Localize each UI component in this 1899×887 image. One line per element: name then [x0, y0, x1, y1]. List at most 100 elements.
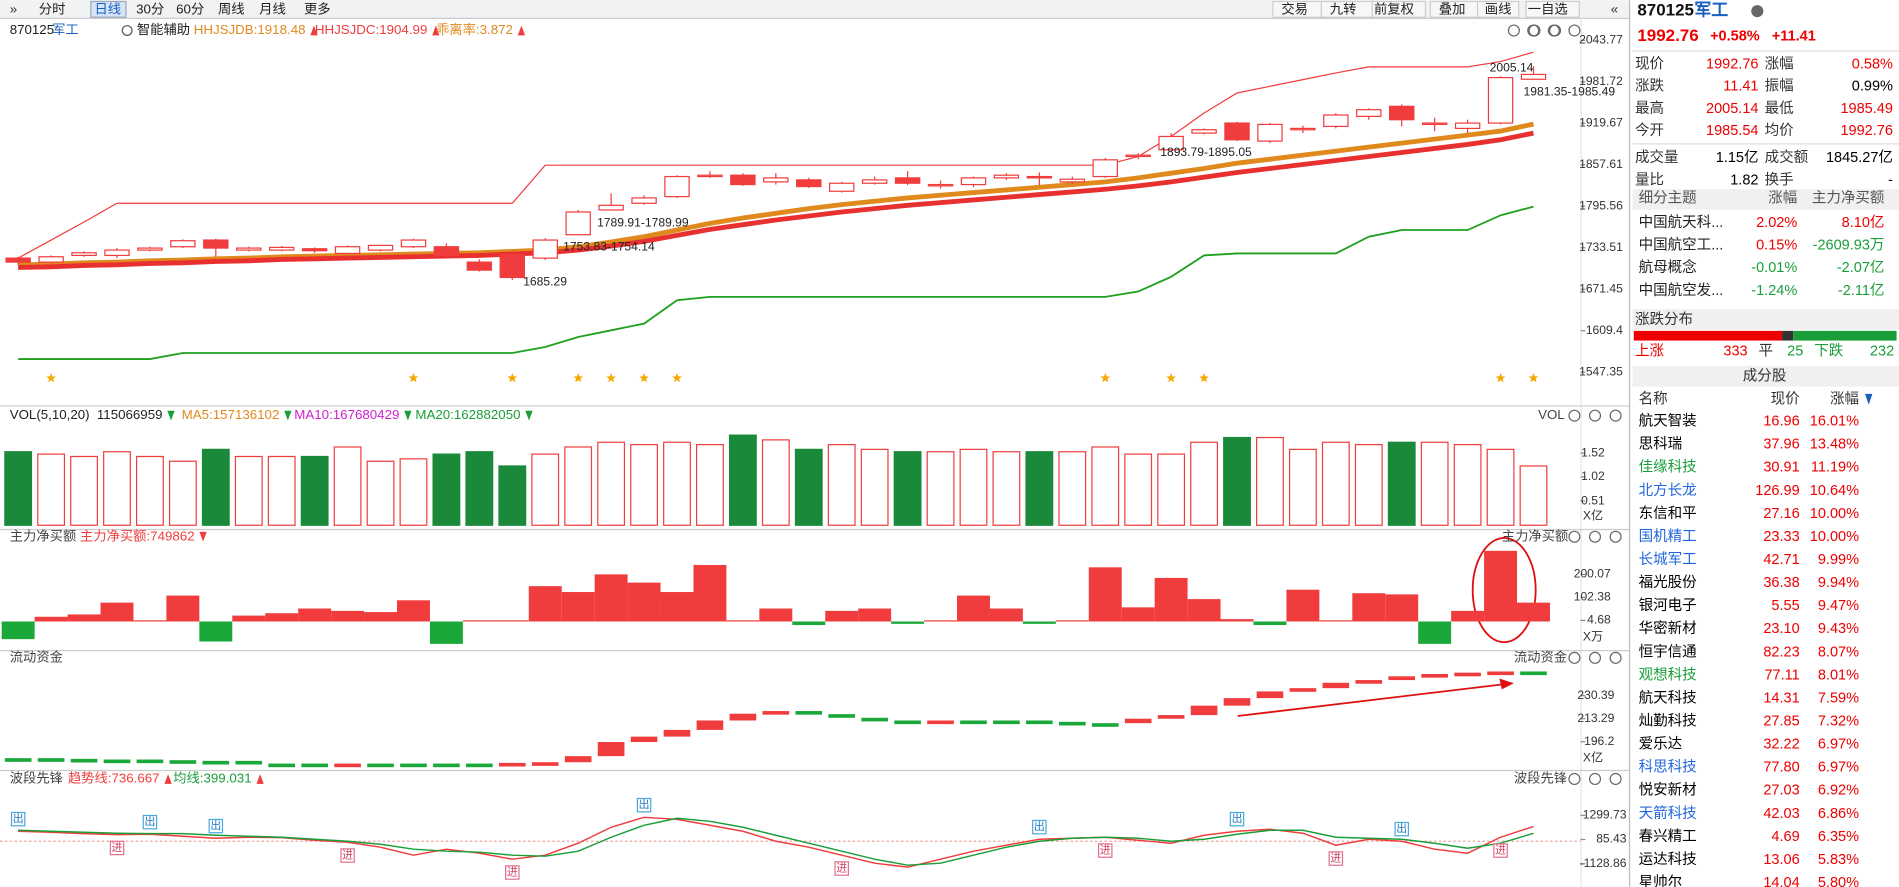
toolbar-button[interactable]: 前复权	[1374, 0, 1414, 16]
panel-icon[interactable]	[1568, 409, 1581, 422]
section-title: 成分股	[1743, 368, 1787, 385]
assist-icon	[121, 25, 133, 36]
component-name[interactable]: 航天科技	[1639, 689, 1697, 706]
y-tick-label: 2043.77	[1579, 33, 1623, 47]
panel-icon[interactable]	[1609, 772, 1622, 786]
component-name[interactable]: 银河电子	[1639, 597, 1697, 614]
toolbar-button[interactable]: 60分	[176, 1, 204, 16]
candle-body	[1520, 73, 1547, 80]
component-name[interactable]: 科思科技	[1639, 759, 1697, 776]
netbuy-bar	[594, 574, 628, 622]
panel-icon[interactable]	[1588, 772, 1602, 786]
sector-cell: -0.01%	[1751, 260, 1797, 276]
distribution-bar	[1633, 330, 1783, 341]
quote-value: 1.15亿	[1716, 149, 1759, 166]
component-name[interactable]: 福光股份	[1639, 574, 1698, 591]
toolbar-button[interactable]: 分时	[39, 1, 66, 16]
netbuy-bar	[166, 595, 200, 622]
flow-bar	[169, 760, 197, 764]
panel-icon[interactable]	[1609, 530, 1622, 543]
toolbar-button[interactable]: 月线	[259, 1, 286, 16]
expand-icon[interactable]: «	[1611, 1, 1618, 16]
volume-bar	[926, 451, 955, 526]
volume-bar	[1354, 444, 1383, 526]
volume-bar	[1288, 448, 1317, 526]
trend-arrow-head	[1499, 678, 1514, 690]
volume-bar	[794, 448, 823, 526]
component-name[interactable]: 春兴精工	[1639, 828, 1697, 845]
panel-icon[interactable]	[1568, 772, 1581, 786]
toolbar-button[interactable]: 30分	[136, 1, 164, 16]
component-name[interactable]: 北方长龙	[1639, 482, 1697, 499]
signal-box	[340, 848, 355, 863]
trend-arrow-icon	[81, 531, 89, 542]
toolbar-button[interactable]: 更多	[304, 0, 331, 16]
collapse-icon[interactable]: »	[10, 1, 17, 16]
netbuy-bar	[989, 608, 1023, 622]
wave-line	[18, 817, 1534, 866]
panel-icon[interactable]	[1527, 24, 1540, 37]
panel-icon[interactable]	[1568, 530, 1581, 543]
volume-bar	[136, 455, 164, 526]
price-annotation: 2005.14	[1490, 60, 1534, 74]
component-name[interactable]: 东信和平	[1639, 505, 1697, 522]
toolbar-button[interactable]: 一自选	[1528, 1, 1568, 16]
candle-body	[697, 174, 723, 178]
component-name[interactable]: 灿勤科技	[1639, 712, 1697, 729]
component-pct: 10.64%	[1810, 483, 1859, 499]
price-annotation: 1893.79-1895.05	[1160, 145, 1252, 159]
component-name[interactable]: 悦安新材	[1639, 782, 1697, 799]
toolbar-button[interactable]: 日线	[94, 1, 121, 16]
component-pct: 5.83%	[1818, 852, 1859, 868]
component-name[interactable]: 国机精工	[1639, 528, 1697, 545]
component-price: 37.96	[1763, 437, 1799, 453]
component-name[interactable]: 佳缘科技	[1639, 459, 1697, 476]
y-tick-label: 1.02	[1581, 469, 1605, 483]
toolbar-button[interactable]: 画线	[1485, 1, 1512, 16]
indicator-label: MA20:162882050	[415, 407, 520, 422]
flow-bar	[136, 759, 164, 764]
netbuy-bar	[1088, 567, 1122, 622]
y-tick-label: 1733.51	[1579, 240, 1623, 254]
panel-icon[interactable]	[1568, 651, 1581, 664]
component-name[interactable]: 爱乐达	[1639, 736, 1683, 753]
y-tick-label: 1547.35	[1579, 364, 1623, 378]
flow-bar	[762, 711, 790, 715]
panel-icon[interactable]	[1588, 530, 1602, 543]
flow-bar	[466, 763, 493, 768]
component-name[interactable]: 星帅尔	[1639, 874, 1683, 887]
component-pct: 9.47%	[1818, 598, 1859, 614]
volume-bar	[4, 451, 33, 526]
component-name[interactable]: 运达科技	[1639, 851, 1697, 868]
signal-star	[1166, 373, 1176, 383]
panel-icon[interactable]	[1547, 24, 1560, 37]
panel-icon[interactable]	[1507, 24, 1520, 37]
toolbar-button[interactable]: 九转	[1330, 1, 1357, 16]
component-name[interactable]: 航天智装	[1639, 413, 1697, 430]
candle-body	[1224, 122, 1250, 141]
candle-body	[631, 197, 657, 204]
component-name[interactable]: 思科瑞	[1639, 436, 1683, 453]
toolbar-button[interactable]: 叠加	[1439, 1, 1466, 16]
component-name[interactable]: 华密新材	[1639, 620, 1697, 637]
component-name[interactable]: 长城军工	[1639, 551, 1697, 568]
component-name[interactable]: 观想科技	[1639, 666, 1697, 683]
panel-icon[interactable]	[1568, 24, 1581, 37]
distribution-bar	[1793, 330, 1897, 341]
component-name[interactable]: 恒宇信通	[1639, 643, 1698, 660]
component-pct: 9.99%	[1818, 552, 1859, 568]
volume-bar	[597, 441, 626, 526]
panel-icon[interactable]	[1588, 651, 1602, 664]
panel-icon[interactable]	[1609, 651, 1622, 664]
component-price: 14.31	[1763, 690, 1799, 706]
volume-bar	[465, 451, 494, 526]
panel-icon[interactable]	[1588, 409, 1602, 422]
toolbar-button-bg	[1525, 0, 1580, 18]
component-name[interactable]: 天箭科技	[1639, 804, 1697, 822]
toolbar-button[interactable]: 周线	[218, 1, 245, 16]
toolbar-button[interactable]: 交易	[1281, 0, 1308, 16]
flow-bar	[400, 763, 427, 768]
component-header: 现价	[1771, 392, 1801, 408]
flow-bar	[367, 763, 394, 768]
panel-icon[interactable]	[1609, 409, 1622, 422]
